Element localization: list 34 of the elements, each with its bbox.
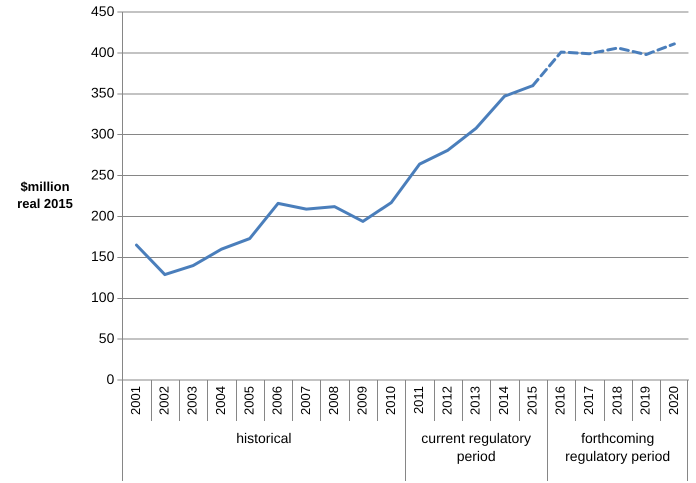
y-tick-label: 400	[91, 44, 115, 60]
x-tick-label: 2015	[524, 386, 540, 415]
x-tick-label: 2008	[326, 386, 342, 415]
x-tick-label: 2006	[270, 386, 285, 415]
y-tick-label: 0	[106, 370, 115, 387]
x-tick-label: 2010	[382, 386, 398, 415]
x-tick-label: 2019	[638, 386, 653, 415]
x-tick-label: 2004	[213, 386, 228, 415]
x-tick-label: 2017	[580, 386, 596, 415]
x-tick-label: 2018	[609, 386, 624, 415]
x-tick-label: 2002	[156, 386, 172, 415]
x-tick-label: 2011	[411, 386, 426, 414]
x-tick-label: 2003	[184, 386, 200, 415]
x-tick-label: 2007	[298, 386, 313, 415]
y-tick-label: 300	[91, 126, 115, 142]
y-tick-label: 350	[91, 84, 115, 101]
x-tick-label: 2016	[552, 386, 568, 415]
x-tick-label: 2012	[439, 386, 454, 415]
y-tick-label: 50	[98, 330, 115, 346]
x-tick-label: 2014	[496, 386, 512, 415]
y-tick-label: 250	[91, 166, 115, 182]
x-tick-label: 2013	[468, 386, 483, 415]
y-axis-title: $million real 2015	[17, 179, 73, 212]
text: forthcoming regulatory period	[564, 429, 672, 465]
text: current regulatory period	[420, 429, 532, 465]
text: historical	[235, 429, 292, 447]
x-tick-label: 2020	[666, 386, 681, 415]
x-tick-label: 2005	[241, 386, 256, 415]
y-tick-label: 450	[91, 2, 115, 19]
x-tick-label: 2009	[354, 386, 370, 415]
y-tick-label: 100	[91, 289, 115, 306]
y-tick-label: 150	[91, 248, 115, 264]
y-tick-label: 200	[91, 207, 115, 224]
x-tick-label: 2001	[128, 386, 144, 415]
